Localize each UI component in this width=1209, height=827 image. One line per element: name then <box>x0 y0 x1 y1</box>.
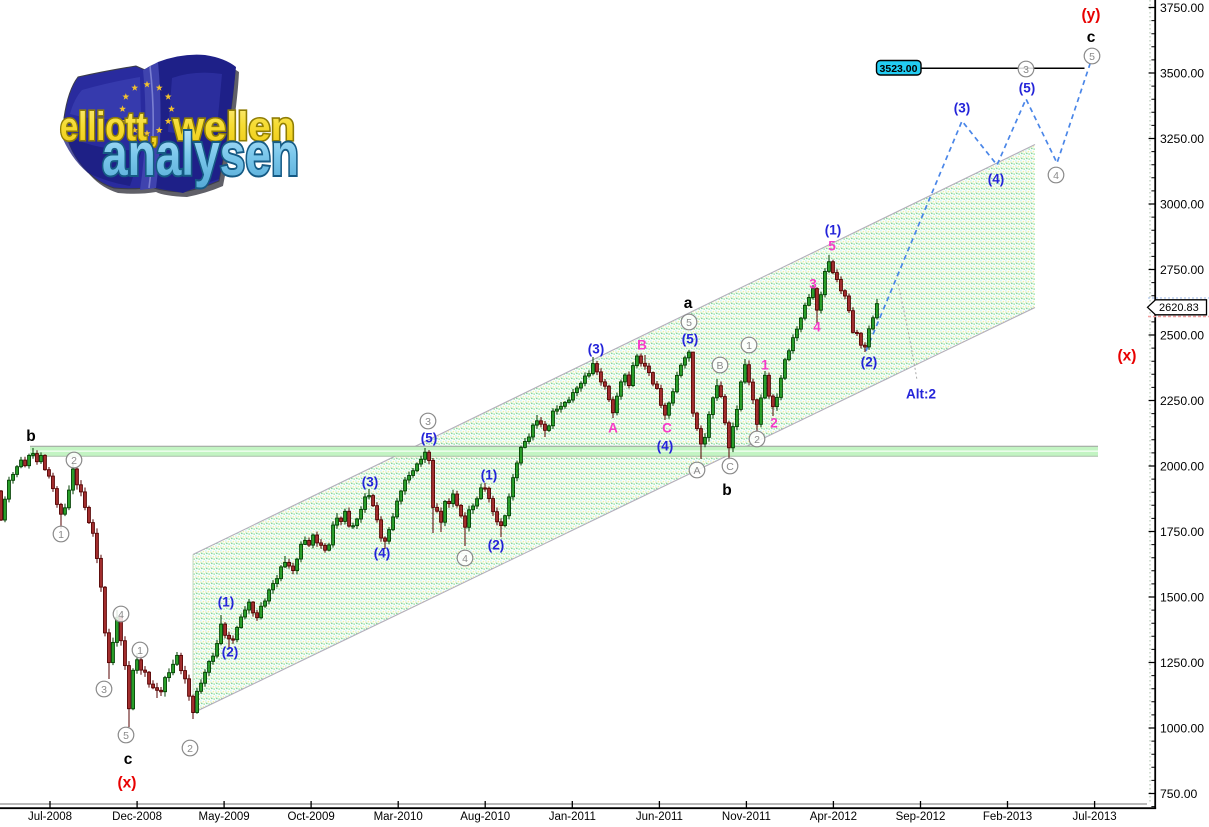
svg-text:analysen: analysen <box>102 121 299 188</box>
svg-text:(5): (5) <box>421 431 438 446</box>
svg-text:(4): (4) <box>988 172 1005 187</box>
svg-text:Alt:2: Alt:2 <box>906 387 936 402</box>
svg-text:4: 4 <box>1053 170 1059 182</box>
svg-text:Jul-2008: Jul-2008 <box>28 811 72 823</box>
svg-text:3: 3 <box>425 416 431 428</box>
svg-text:(3): (3) <box>588 342 605 357</box>
svg-text:4: 4 <box>462 553 468 565</box>
svg-text:3250.00: 3250.00 <box>1160 132 1204 146</box>
svg-text:a: a <box>684 295 693 312</box>
svg-text:3: 3 <box>1023 64 1029 76</box>
svg-text:(3): (3) <box>954 101 971 116</box>
svg-text:1500.00: 1500.00 <box>1160 590 1204 604</box>
svg-text:c: c <box>1087 29 1096 46</box>
svg-text:(2): (2) <box>222 645 239 660</box>
svg-text:Nov-2011: Nov-2011 <box>722 811 771 823</box>
svg-text:B: B <box>716 360 723 372</box>
svg-text:3000.00: 3000.00 <box>1160 197 1204 211</box>
svg-text:5: 5 <box>828 239 836 254</box>
svg-text:1250.00: 1250.00 <box>1160 656 1204 670</box>
svg-text:4: 4 <box>813 320 821 335</box>
svg-text:,: , <box>150 116 158 149</box>
svg-text:(2): (2) <box>861 355 878 370</box>
svg-text:2: 2 <box>187 743 193 755</box>
svg-text:wellen: wellen <box>172 105 295 149</box>
svg-text:(5): (5) <box>1019 81 1036 96</box>
svg-text:(1): (1) <box>825 223 842 238</box>
svg-text:2: 2 <box>770 416 778 431</box>
svg-text:elliott: elliott <box>60 105 147 149</box>
svg-text:3750.00: 3750.00 <box>1160 1 1204 15</box>
svg-text:A: A <box>693 465 700 477</box>
svg-text:2: 2 <box>71 455 77 467</box>
svg-text:2750.00: 2750.00 <box>1160 263 1204 277</box>
svg-text:Sep-2012: Sep-2012 <box>896 811 946 823</box>
svg-text:Dec-2008: Dec-2008 <box>112 811 162 823</box>
svg-text:1000.00: 1000.00 <box>1160 721 1204 735</box>
svg-text:(x): (x) <box>1118 348 1137 365</box>
svg-text:(3): (3) <box>362 475 379 490</box>
svg-text:b: b <box>722 482 731 499</box>
svg-text:5: 5 <box>686 317 692 329</box>
svg-text:4: 4 <box>118 609 124 621</box>
svg-text:2000.00: 2000.00 <box>1160 459 1204 473</box>
svg-text:3500.00: 3500.00 <box>1160 66 1204 80</box>
svg-text:Jan-2011: Jan-2011 <box>549 811 596 823</box>
svg-text:2620.83: 2620.83 <box>1159 302 1199 314</box>
svg-text:(1): (1) <box>218 595 235 610</box>
svg-text:(x): (x) <box>118 775 137 792</box>
svg-text:c: c <box>124 751 133 768</box>
svg-text:b: b <box>26 428 35 445</box>
svg-text:(4): (4) <box>657 439 674 454</box>
svg-text:(1): (1) <box>481 468 498 483</box>
svg-text:Apr-2012: Apr-2012 <box>810 811 857 823</box>
svg-text:1: 1 <box>137 645 143 657</box>
svg-text:5: 5 <box>1089 51 1095 63</box>
svg-text:C: C <box>662 421 672 436</box>
svg-text:A: A <box>608 421 618 436</box>
svg-text:2500.00: 2500.00 <box>1160 328 1204 342</box>
svg-text:Mar-2010: Mar-2010 <box>374 811 423 823</box>
svg-text:(5): (5) <box>682 332 699 347</box>
svg-text:(2): (2) <box>488 538 505 553</box>
svg-text:Jul-2013: Jul-2013 <box>1073 811 1117 823</box>
svg-text:Feb-2013: Feb-2013 <box>983 811 1032 823</box>
svg-text:May-2009: May-2009 <box>199 811 250 823</box>
svg-text:3: 3 <box>101 684 107 696</box>
svg-text:3523.00: 3523.00 <box>880 63 918 75</box>
svg-text:Oct-2009: Oct-2009 <box>287 811 334 823</box>
svg-text:1: 1 <box>746 340 752 352</box>
svg-text:1: 1 <box>58 529 64 541</box>
svg-text:1: 1 <box>761 358 769 373</box>
svg-text:(y): (y) <box>1082 7 1101 24</box>
svg-text:1750.00: 1750.00 <box>1160 525 1204 539</box>
svg-text:5: 5 <box>123 730 129 742</box>
svg-text:750.00: 750.00 <box>1160 787 1197 801</box>
svg-text:Aug-2010: Aug-2010 <box>460 811 510 823</box>
svg-text:B: B <box>637 338 647 353</box>
svg-text:Jun-2011: Jun-2011 <box>636 811 683 823</box>
svg-text:3: 3 <box>809 277 817 292</box>
svg-text:2250.00: 2250.00 <box>1160 394 1204 408</box>
svg-text:2: 2 <box>754 434 760 446</box>
svg-text:C: C <box>726 461 734 473</box>
svg-text:(4): (4) <box>374 546 391 561</box>
